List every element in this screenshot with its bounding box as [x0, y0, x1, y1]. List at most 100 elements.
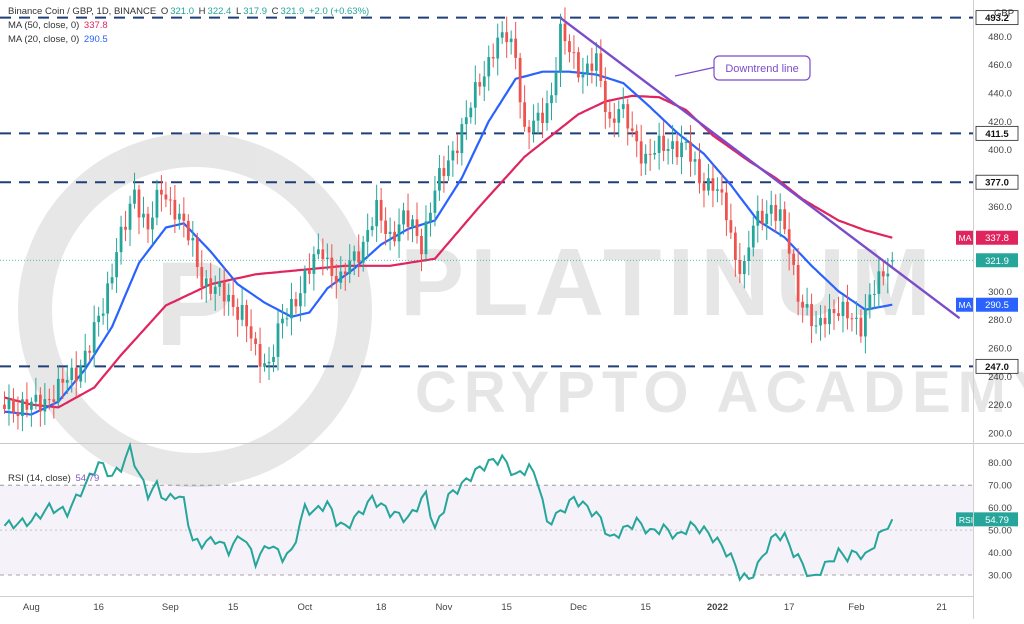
- time-tick-label: 21: [936, 602, 947, 613]
- candle-body: [83, 350, 87, 366]
- candle-body: [276, 323, 280, 357]
- candle-body: [34, 394, 38, 402]
- horizontal-levels: [0, 16, 973, 368]
- candle-body: [630, 128, 634, 131]
- candle-body: [254, 338, 257, 345]
- legend-open-label: O: [160, 6, 169, 17]
- candle-body: [698, 159, 701, 184]
- legend-ma50-row[interactable]: MA (50, close, 0) 337.8: [8, 20, 110, 31]
- candle-body: [675, 141, 679, 158]
- candle-body: [460, 124, 464, 154]
- candle-body: [594, 53, 598, 71]
- ma50-tag-text: 337.8: [985, 233, 1009, 244]
- candle-body: [810, 303, 813, 327]
- candle-body: [56, 378, 60, 402]
- annotation-box: [713, 55, 811, 81]
- candle-body: [299, 293, 302, 307]
- candle-body: [890, 260, 894, 262]
- rsi-line: [3, 441, 894, 582]
- legend-rsi-label: RSI (14, close): [8, 473, 71, 484]
- candle-body: [186, 220, 190, 241]
- legend-change: +2.0 (+0.63%): [308, 6, 370, 17]
- price-pane[interactable]: [0, 0, 973, 443]
- candle-body: [550, 95, 553, 104]
- candle-body: [828, 308, 831, 325]
- watermark-line2: CRYPTO ACADEMY: [415, 360, 1024, 425]
- candle-body: [249, 326, 253, 339]
- time-tick-label: 17: [784, 602, 795, 613]
- candle-body: [438, 168, 441, 191]
- candle-body: [796, 264, 800, 302]
- legend-low-label: L: [235, 6, 242, 17]
- candle-body: [545, 103, 549, 124]
- candle-body: [420, 235, 423, 255]
- candle-body: [455, 150, 459, 154]
- level-tag: [975, 125, 1019, 141]
- candle-body: [119, 226, 123, 253]
- candle-body: [384, 220, 388, 234]
- candle-body: [267, 361, 271, 364]
- price-tick-label: 260.0: [988, 343, 1012, 354]
- watermark-line1: PLATINUM: [400, 229, 937, 336]
- candle-body: [626, 104, 630, 129]
- time-tick-label: 16: [93, 602, 104, 613]
- candle-body: [65, 380, 69, 383]
- ma50-line: [4, 94, 893, 409]
- candle-body: [689, 141, 692, 162]
- candle-body: [747, 247, 751, 262]
- candle-body: [581, 74, 585, 78]
- price-tick-label: 300.0: [988, 287, 1012, 298]
- legend-ma20-label: MA (20, close, 0): [8, 34, 80, 45]
- candle-body: [559, 23, 562, 72]
- candle-body: [832, 308, 836, 314]
- candle-body: [43, 399, 47, 412]
- candle-body: [868, 294, 872, 310]
- candle-body: [792, 253, 796, 265]
- candle-body: [415, 219, 419, 236]
- price-tick-label: 280.0: [988, 315, 1012, 326]
- legend-ma20-row[interactable]: MA (20, close, 0) 290.5: [8, 34, 110, 45]
- legend-rsi-value: 54.79: [75, 473, 100, 484]
- candle-body: [442, 168, 446, 177]
- candle-body: [339, 271, 343, 283]
- candle-body: [168, 199, 172, 201]
- candle-body: [397, 224, 401, 242]
- candle-body: [707, 178, 710, 191]
- candle-body: [756, 210, 760, 226]
- candle-body: [52, 399, 56, 402]
- legend-rsi-row[interactable]: RSI (14, close) 54.79: [8, 473, 101, 484]
- trendline-layer: [559, 16, 961, 320]
- annotation-leader: [674, 66, 717, 77]
- time-tick-label: Feb: [848, 602, 864, 613]
- candle-body: [294, 299, 298, 307]
- candle-body: [88, 350, 92, 353]
- candle-body: [742, 261, 746, 275]
- candle-body: [70, 367, 74, 381]
- candle-body: [21, 399, 24, 417]
- rsi-tag-label: RSI: [959, 515, 973, 525]
- candle-body: [61, 378, 65, 383]
- ma20-tag-label-bg: [956, 297, 974, 312]
- legend-high: 322.4: [207, 6, 232, 17]
- candle-body: [200, 267, 204, 287]
- candle-body: [343, 271, 347, 274]
- candle-body: [25, 399, 29, 410]
- candle-body: [12, 398, 15, 413]
- rsi-pane[interactable]: 30.00 40.00 50.00 60.00 70.00 80.00 RSI 54.79: [0, 441, 1018, 582]
- candle-body: [491, 57, 495, 59]
- candle-body: [590, 63, 594, 71]
- candle-body: [160, 189, 163, 195]
- candle-body: [312, 254, 316, 274]
- time-axis[interactable]: Aug 16 Sep 15 Oct 18 Nov 15 Dec 15 2022 17 Feb 21: [23, 602, 947, 613]
- candle-body: [142, 213, 145, 218]
- rsi-tick-label: 40.00: [988, 548, 1012, 559]
- candle-body: [554, 71, 558, 96]
- candle-body: [482, 76, 486, 87]
- price-tick-label: 240.0: [988, 372, 1012, 383]
- rsi-tag: [976, 512, 1018, 527]
- candle-body: [406, 210, 410, 227]
- candle-body: [787, 229, 791, 254]
- candle-body: [388, 231, 392, 234]
